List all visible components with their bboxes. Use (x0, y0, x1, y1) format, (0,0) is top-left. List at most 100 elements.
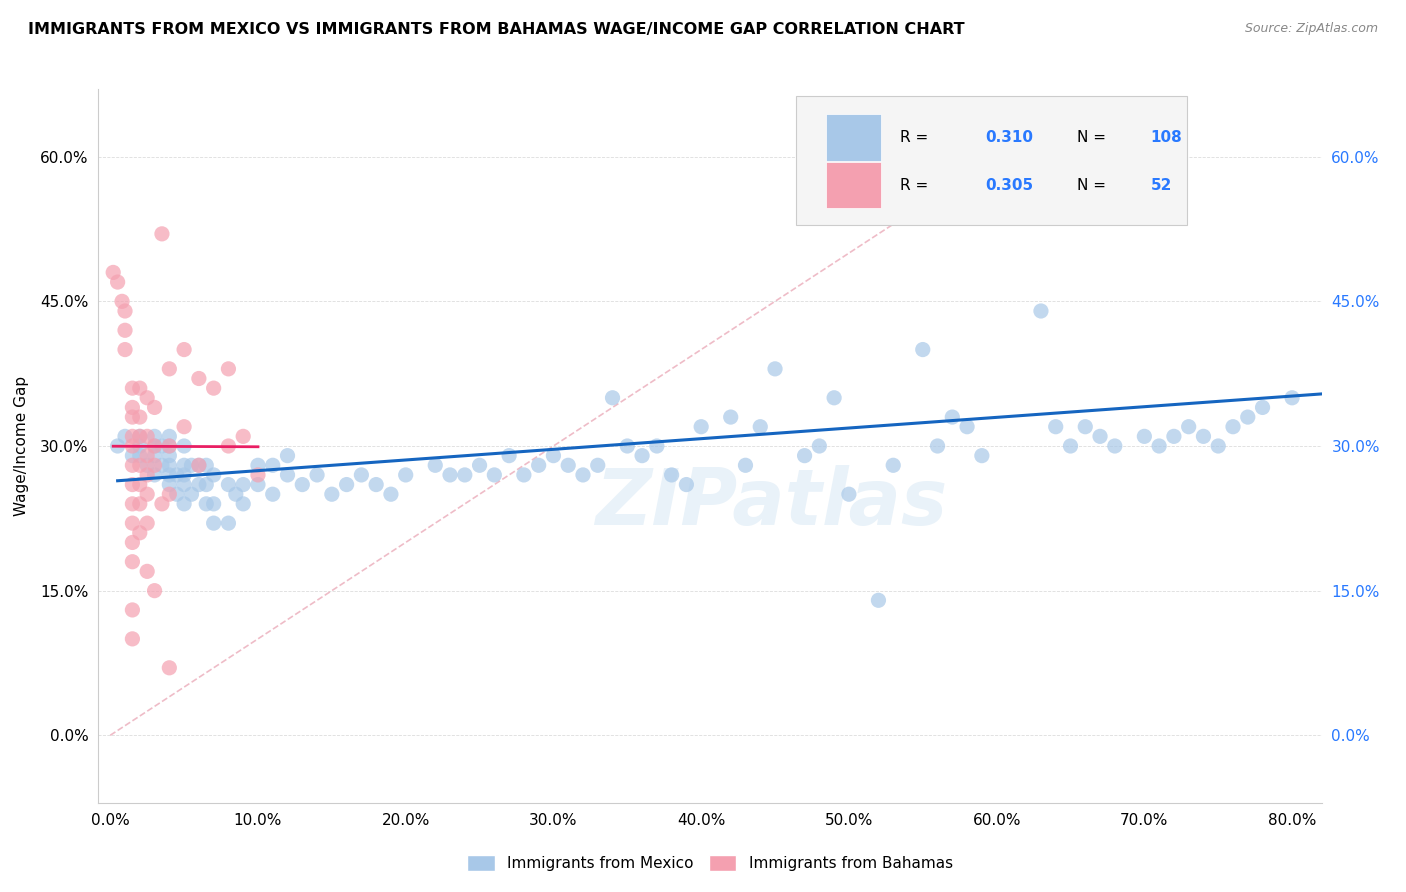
Point (1177, 419, 1199, 434)
Point (395, 467, 418, 482)
Point (366, 477, 388, 491)
Point (128, 439, 150, 453)
Point (868, 593, 890, 607)
Point (187, 458, 209, 473)
Point (749, 419, 772, 434)
Point (276, 449, 298, 463)
Point (121, 497, 143, 511)
Point (121, 381, 143, 395)
Point (121, 458, 143, 473)
Point (121, 477, 143, 491)
Point (114, 343, 136, 357)
Point (720, 410, 742, 425)
Point (336, 477, 359, 491)
Point (232, 497, 254, 511)
Point (557, 458, 579, 473)
Point (128, 429, 150, 443)
Point (793, 449, 815, 463)
Point (157, 429, 180, 443)
Point (180, 458, 202, 473)
Point (202, 497, 225, 511)
Point (202, 381, 225, 395)
Point (380, 487, 402, 501)
Point (425, 458, 447, 473)
Text: R =: R = (900, 130, 928, 145)
Point (173, 343, 195, 357)
Point (107, 275, 129, 289)
FancyBboxPatch shape (827, 114, 882, 161)
Point (121, 603, 143, 617)
Point (114, 323, 136, 337)
Point (136, 467, 159, 482)
Point (187, 458, 209, 473)
Point (128, 477, 150, 491)
Point (173, 497, 195, 511)
Point (166, 487, 188, 501)
Point (586, 458, 609, 473)
Point (143, 458, 166, 473)
Point (187, 477, 209, 491)
Point (157, 487, 180, 501)
Point (143, 449, 166, 463)
Point (128, 458, 150, 473)
FancyBboxPatch shape (827, 162, 882, 209)
Point (143, 401, 166, 415)
Point (180, 487, 202, 501)
Point (321, 487, 343, 501)
Y-axis label: Wage/Income Gap: Wage/Income Gap (14, 376, 30, 516)
Point (661, 467, 683, 482)
Point (150, 497, 173, 511)
Legend: Immigrants from Mexico, Immigrants from Bahamas: Immigrants from Mexico, Immigrants from … (461, 849, 959, 877)
Text: N =: N = (1077, 178, 1107, 193)
Point (1281, 391, 1303, 405)
Point (690, 419, 713, 434)
Point (202, 467, 225, 482)
Point (956, 419, 979, 434)
Point (114, 304, 136, 318)
Point (262, 487, 284, 501)
Point (513, 467, 536, 482)
Point (121, 535, 143, 549)
Point (136, 391, 159, 405)
Point (911, 343, 934, 357)
Point (111, 294, 134, 309)
Point (157, 458, 180, 473)
Point (107, 439, 129, 453)
Point (291, 477, 314, 491)
Point (838, 487, 860, 501)
Point (645, 439, 668, 453)
Point (350, 467, 373, 482)
Point (128, 449, 150, 463)
Point (136, 458, 159, 473)
Point (173, 439, 195, 453)
Point (128, 381, 150, 395)
Point (232, 477, 254, 491)
Text: Source: ZipAtlas.com: Source: ZipAtlas.com (1244, 22, 1378, 36)
Point (1192, 429, 1215, 443)
Point (217, 477, 239, 491)
Point (1015, 198, 1038, 212)
Point (136, 487, 159, 501)
Point (121, 449, 143, 463)
Point (157, 477, 180, 491)
Point (454, 467, 477, 482)
Point (527, 458, 550, 473)
Point (157, 449, 180, 463)
Point (136, 516, 159, 530)
Point (202, 516, 225, 530)
Point (195, 497, 218, 511)
Point (1222, 419, 1244, 434)
Point (439, 467, 461, 482)
Point (1074, 419, 1097, 434)
Point (121, 401, 143, 415)
Point (970, 449, 993, 463)
Point (246, 458, 269, 473)
Point (631, 449, 654, 463)
Point (173, 477, 195, 491)
Text: IMMIGRANTS FROM MEXICO VS IMMIGRANTS FROM BAHAMAS WAGE/INCOME GAP CORRELATION CH: IMMIGRANTS FROM MEXICO VS IMMIGRANTS FRO… (28, 22, 965, 37)
Point (217, 362, 239, 376)
Point (468, 458, 491, 473)
Point (143, 439, 166, 453)
Point (262, 458, 284, 473)
Point (1163, 429, 1185, 443)
